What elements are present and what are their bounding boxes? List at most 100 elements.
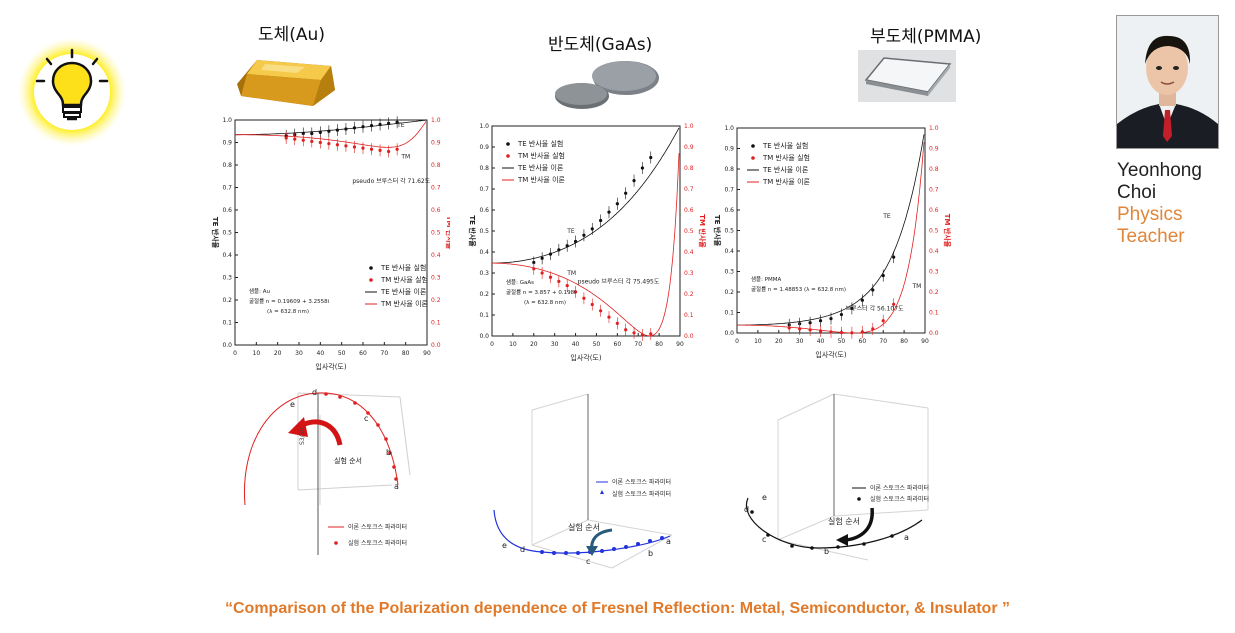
y-tick-label: 0.8 [724,166,734,173]
te-exp-point [387,121,391,125]
wavelength-label: (λ = 632.8 nm) [267,309,309,315]
y-tick-label: 0.6 [222,207,232,214]
te-exp-point [829,317,833,321]
tm-exp-point [892,302,896,306]
y-right-tick-label: 0.7 [431,185,441,192]
y-tick-label: 0.2 [479,291,489,298]
tm-exp-point [540,271,544,275]
x-tick-label: 60 [859,338,867,345]
tm-exp-point [881,319,885,323]
stokes-au-letter-d: d [312,388,317,397]
y-right-tick-label: 0.0 [929,330,939,337]
y-right-tick-label: 0.3 [929,269,939,276]
y-tick-label: 0.4 [724,248,734,255]
y-tick-label: 0.4 [479,249,489,256]
index-label: 굴절률 n = 1.48853 (λ = 632.8 nm) [751,285,846,293]
plot-frame [234,119,428,346]
y-tick-label: 0.7 [724,187,734,194]
x-tick-label: 30 [551,341,559,348]
y-tick-label: 1.0 [724,125,734,132]
x-axis-label: 입사각(도) [315,362,346,371]
tm-curve-label: TM [911,283,921,290]
pmma-sheet-icon [858,50,956,102]
reflectance-chart-gaas: 0 10 20 30 40 50 60 70 80 900.0 0.00.1 0.10.2 0.20.3… [468,123,707,362]
te-exp-point [892,255,896,259]
y-tick-label: 0.7 [479,186,489,193]
legend-marker [506,142,510,146]
te-exp-point [590,227,594,231]
y-tick-label: 0.6 [724,207,734,214]
y-tick-label: 0.8 [222,162,232,169]
x-tick-label: 20 [775,338,783,345]
y-tick-label: 0.0 [724,330,734,337]
te-curve-label: TE [566,228,575,235]
tm-exp-point [318,140,322,145]
tm-exp-point [573,290,578,294]
y-tick-label: 0.9 [724,146,734,153]
stokes-pmma-order-label: 실험 순서 [828,516,860,526]
te-exp-point [871,288,875,292]
te-exp-point [818,319,823,323]
y-axis-label: TE 반사율 [468,215,477,247]
tm-exp-point [352,145,357,149]
y-right-tick-label: 0.9 [684,144,694,151]
gaas-wafer-icon [552,52,662,114]
y-right-tick-label: 1.0 [684,123,694,130]
x-tick-label: 60 [359,350,367,357]
tm-exp-point [787,326,791,330]
x-tick-label: 40 [817,338,825,345]
avatar [1116,15,1219,149]
legend-tm_th: TM 반사율 이론 [517,175,566,184]
y-right-tick-label: 1.0 [929,125,939,132]
stokes-gaas-letter-b: b [648,549,653,558]
tm-exp-point [344,144,348,148]
reflectance-chart-pmma: 0 10 20 30 40 50 60 70 80 900.0 0.00.1 0.10.2 0.20.3… [713,125,952,359]
stokes-au-legend-exp: 실험 스토크스 파라미터 [348,539,407,547]
x-tick-label: 70 [381,350,389,357]
te-theory-line [492,127,680,264]
y-right-tick-label: 0.9 [431,140,441,147]
y-tick-label: 0.0 [222,342,232,349]
x-tick-label: 0 [233,350,237,357]
tm-exp-point [582,296,586,300]
y-right-tick-label: 0.6 [431,207,441,214]
tm-exp-point [829,330,833,334]
tm-exp-point [839,330,844,335]
tm-exp-point [599,309,603,313]
y-right-tick-label: 0.4 [684,249,694,256]
y-right-tick-label: 0.8 [929,166,939,173]
y-tick-label: 0.2 [724,289,734,296]
index-label: 굴절률 n = 0.19609 + 3.2558i [249,297,330,305]
tm-curve-label: TM [400,153,410,160]
te-exp-point [808,321,812,325]
y-tick-label: 0.1 [222,320,232,327]
x-tick-label: 0 [490,341,494,348]
y-axis-label: TE 반사율 [211,217,220,249]
y-tick-label: 0.3 [724,269,734,276]
y-tick-label: 0.5 [479,228,489,235]
legend-te_exp: TE 반사율 실험 [762,141,808,150]
tm-exp-point [871,327,875,331]
legend-marker [751,144,755,148]
x-tick-label: 20 [274,350,282,357]
te-exp-point [565,244,569,248]
y-tick-label: 0.0 [479,333,489,340]
x-tick-label: 80 [900,338,908,345]
te-curve-label: TE [882,213,891,220]
heading-pmma: 부도체(PMMA) [870,27,982,47]
legend-tm_th: TM 반사율 이론 [762,177,811,186]
y-right-axis-label: TM 반사율 [698,214,707,248]
te-exp-point [369,124,374,128]
tm-curve-label: TM [566,270,576,277]
te-exp-point [532,260,536,265]
stokes-au-order-label: 실험 순서 [334,456,362,465]
stokes-au-letter-a: a [394,482,399,491]
y-tick-label: 0.2 [222,297,232,304]
y-right-tick-label: 0.9 [929,146,939,153]
te-exp-point [301,131,305,136]
y-right-tick-label: 1.0 [431,117,441,124]
y-tick-label: 1.0 [222,117,232,124]
lightbulb-icon [17,37,127,147]
x-axis-label: 입사각(도) [570,353,601,362]
te-theory-line [235,119,426,136]
